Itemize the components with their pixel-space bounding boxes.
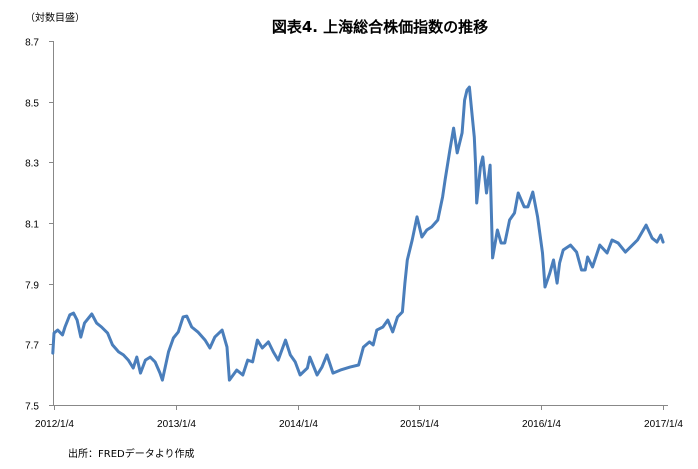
x-tick-label: 2016/1/4	[522, 419, 561, 430]
y-tick-label: 7.5	[25, 402, 39, 413]
series-group	[51, 85, 665, 382]
y-tick-label: 7.7	[25, 341, 39, 352]
x-tick-label: 2012/1/4	[35, 419, 74, 430]
source-note: 出所：FREDデータより作成	[68, 447, 195, 460]
axes: 7.5 7.7 7.9 8.1 8.3 8.5 8.7 2012/1/4 2013/1/4 201…	[25, 38, 683, 431]
y-scale-note: （対数目盛）	[25, 11, 85, 24]
y-tick-label: 8.3	[25, 159, 39, 170]
x-tick-label: 2015/1/4	[400, 419, 439, 430]
x-tick-label: 2017/1/4	[644, 419, 683, 430]
y-tick-label: 7.9	[25, 281, 39, 292]
x-tick-label: 2014/1/4	[279, 419, 318, 430]
y-tick-label: 8.5	[25, 99, 39, 110]
y-tick-label: 8.7	[25, 38, 39, 49]
chart-title: 図表4. 上海総合株価指数の推移	[272, 18, 488, 36]
y-tick-label: 8.1	[25, 220, 39, 231]
series-line	[51, 85, 665, 382]
x-tick-label: 2013/1/4	[157, 419, 196, 430]
